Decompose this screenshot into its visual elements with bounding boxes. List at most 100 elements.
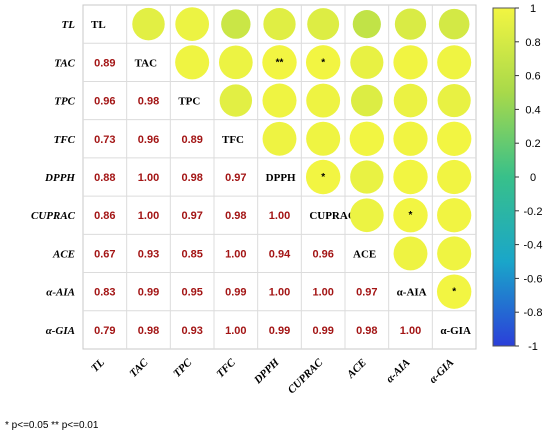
corr-value-cuprac-dpph: 1.00 [269,210,290,222]
corr-value-aia-dpph: 1.00 [269,287,290,299]
row-label-tl: TL [62,19,76,31]
col-label-tl: TL [89,356,107,374]
significance-mark: ** [276,57,284,68]
corr-value-aia-cuprac: 1.00 [312,287,333,299]
corr-value-tac-tl: 0.89 [94,57,115,69]
corr-value-dpph-tpc: 0.98 [181,172,202,184]
corr-circle-tl-tac [132,7,165,41]
corr-circle-tfc-cuprac [306,121,341,156]
corr-value-aia-ace: 0.97 [356,287,377,299]
col-label-cuprac: CUPRAC [286,356,326,396]
corr-circle-dpph-aia [393,159,428,195]
row-label-tfc: TFC [54,134,76,146]
row-label-dpph: DPPH [44,172,75,184]
colorbar-tick-label: -0.2 [524,206,543,218]
corr-value-tpc-tac: 0.98 [138,96,159,108]
corr-circle-tfc-dpph [262,121,297,156]
col-label-dpph: DPPH [251,356,282,387]
corr-circle-tac-cuprac [305,45,341,80]
diagonal-label-tpc: TPC [178,96,200,108]
corr-value-ace-tl: 0.67 [94,248,115,260]
corr-value-gia-cuprac: 0.99 [312,325,333,337]
colorbar-tick-label: 0.8 [525,37,540,49]
corr-circle-tl-cuprac [307,8,340,41]
corr-circle-tpc-aia [393,83,428,118]
corr-circle-tfc-ace [349,121,385,156]
corr-value-tpc-tl: 0.96 [94,96,115,108]
corr-circle-tl-ace [352,10,381,39]
corr-circle-dpph-cuprac [305,159,341,195]
corr-value-dpph-tl: 0.88 [94,172,115,184]
corr-value-ace-dpph: 0.94 [269,248,291,260]
corr-value-aia-tac: 0.99 [138,287,159,299]
matrix-grid [82,4,477,350]
diagonal-label-tfc: TFC [222,134,244,146]
corr-value-ace-cuprac: 0.96 [312,248,333,260]
significance-mark: * [321,172,325,183]
row-label-cuprac: CUPRAC [31,210,76,222]
corr-circle-cuprac-ace [349,198,384,233]
row-label-gia: α-GIA [46,325,75,337]
corr-circle-tl-tfc [221,9,251,39]
corr-circle-tac-tpc [175,45,210,80]
corr-value-aia-tfc: 0.99 [225,287,246,299]
corr-circle-tpc-tfc [219,84,253,117]
corr-circle-tfc-aia [393,121,428,156]
corr-circle-ace-gia [437,236,472,271]
corr-circle-tl-gia [438,8,470,40]
corr-circle-aia-gia [436,274,472,309]
corr-value-cuprac-tl: 0.86 [94,210,115,222]
corr-circle-dpph-gia [437,159,472,195]
corr-value-ace-tpc: 0.85 [181,248,202,260]
colorbar-gradient [492,7,516,347]
row-label-tac: TAC [54,57,75,69]
corr-circle-tl-tpc [175,7,210,41]
row-label-aia: α-AIA [46,287,75,299]
col-label-tfc: TFC [214,356,238,380]
corr-value-gia-aia: 1.00 [400,325,421,337]
corr-value-gia-tfc: 1.00 [225,325,246,337]
corr-circle-tac-aia [393,45,428,80]
corr-circle-tac-ace [350,45,384,79]
colorbar-tick-label: 0.2 [525,138,540,150]
corr-value-dpph-tac: 1.00 [138,172,159,184]
corr-value-aia-tpc: 0.95 [181,287,202,299]
colorbar-tick-label: 0 [530,172,536,184]
colorbar-tick-label: -1 [528,341,538,353]
corr-value-dpph-tfc: 0.97 [225,172,246,184]
corr-value-ace-tac: 0.93 [138,248,159,260]
colorbar-tick-label: -0.8 [524,307,543,319]
corr-value-tfc-tl: 0.73 [94,134,115,146]
corr-circle-tac-tfc [218,45,253,80]
corr-value-cuprac-tac: 1.00 [138,210,159,222]
diagonal-label-aia: α-AIA [397,287,427,299]
corr-circle-tpc-gia [437,83,471,118]
row-label-tpc: TPC [54,96,75,108]
corr-circle-cuprac-gia [437,198,472,233]
colorbar-tick-label: -0.6 [524,273,543,285]
corr-circle-dpph-ace [350,160,384,194]
corr-value-gia-tl: 0.79 [94,325,115,337]
corr-circle-tac-gia [437,45,472,80]
significance-mark: * [409,210,413,221]
diagonal-label-gia: α-GIA [440,325,471,337]
col-label-tac: TAC [127,356,151,380]
corr-circle-tl-aia [394,8,427,40]
col-label-tpc: TPC [171,356,195,380]
significance-footnote: * p<=0.05 ** p<=0.01 [5,420,99,431]
corr-value-cuprac-tfc: 0.98 [225,210,246,222]
corr-value-cuprac-tpc: 0.97 [181,210,202,222]
corr-value-gia-ace: 0.98 [356,325,377,337]
diagonal-label-ace: ACE [353,248,376,260]
diagonal-label-cuprac: CUPRAC [309,210,355,222]
colorbar: 1 0.8 0.6 0.4 0.2 0 -0.2 -0.4 -0.6 -0.8 -1 [492,3,543,353]
colorbar-tick-label: 0.6 [525,71,540,83]
colorbar-tick-label: 1 [530,3,536,15]
colorbar-tick-label: 0.4 [525,104,540,116]
corr-circle-tfc-gia [436,121,472,156]
corr-circle-tpc-ace [350,84,383,117]
row-label-ace: ACE [52,248,75,260]
corr-value-tfc-tpc: 0.89 [181,134,202,146]
